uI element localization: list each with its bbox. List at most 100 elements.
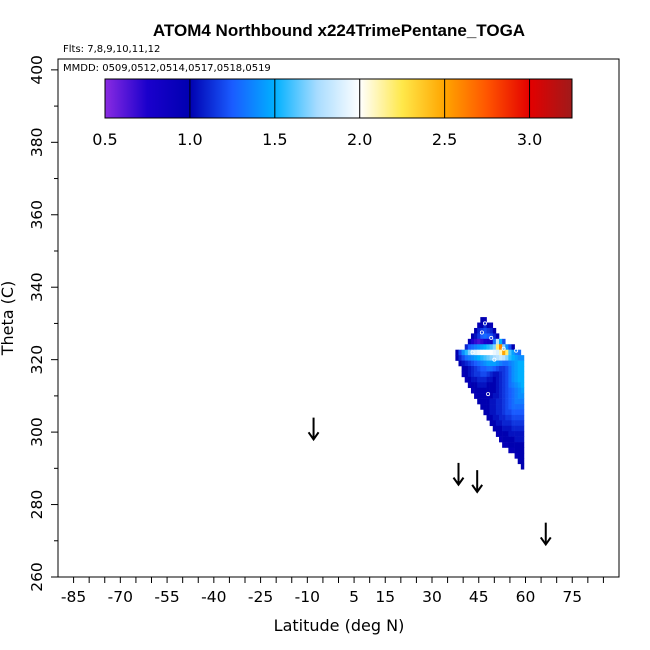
heatmap-cell [499,366,503,372]
heatmap-cell [489,382,494,389]
heatmap-cell [489,376,494,383]
heatmap-cell [517,371,522,378]
heatmap-cell [514,414,519,421]
heatmap-cell [502,371,506,378]
colorbar-tick-label: 1.5 [262,130,287,149]
heatmap-cell [514,387,519,394]
heatmap-cell [464,355,469,361]
heatmap-cell [511,344,515,350]
heatmap-cell [486,404,490,410]
heatmap-cell [511,393,515,399]
heatmap-cell [517,382,522,389]
heatmap-cell [489,327,494,334]
y-tick-label: 400 [28,55,46,85]
heatmap-cell [480,387,484,394]
heatmap-cell [517,404,522,410]
heatmap-cell [499,393,503,399]
heatmap-cell [514,442,519,448]
heatmap-cell [486,338,490,345]
heatmap-cell [508,436,512,443]
heatmap-cell [520,393,525,399]
heatmap-cell [470,366,475,372]
heatmap-cell [517,409,522,416]
heatmap-cell [505,431,509,437]
heatmap-cell [492,404,497,410]
heatmap-cell [520,420,525,427]
heatmap-cell [502,376,506,383]
heatmap-cell [520,382,525,389]
heatmap-cell [511,398,515,405]
heatmap-cell [505,360,509,367]
heatmap-cell [505,442,509,448]
heatmap-cell [464,366,469,372]
heatmap-cell [499,398,503,405]
heatmap-cell [514,409,519,416]
heatmap-cell [483,344,487,350]
heatmap-cell [520,436,525,443]
heatmap-cell [520,355,525,361]
heatmap-cell [480,317,484,323]
heatmap-cell [511,349,515,356]
heatmap-cell [483,382,487,389]
heatmap-cell [470,387,475,394]
colorbar-tick-label: 1.0 [177,130,202,149]
heatmap-cell [489,393,494,399]
heatmap-cell [480,404,484,410]
heatmap-cell [505,436,509,443]
heatmap-cell [492,360,497,367]
heatmap-cell [477,322,481,329]
heatmap-cell [458,355,462,361]
heatmap-cell [474,393,478,399]
heatmap-cell [511,371,515,378]
heatmap-cell [499,404,503,410]
heatmap-cell [520,376,525,383]
heatmap-cell [464,344,469,350]
heatmap-cell [511,366,515,372]
heatmap-cell [489,322,494,329]
heatmap-cell [517,431,522,437]
heatmap-cell [467,349,472,356]
chart-title: ATOM4 Northbound x224TrimePentane_TOGA [153,21,525,40]
heatmap-cell [514,360,519,367]
heatmap-cell [514,393,519,399]
heatmap-cell [502,355,506,361]
heatmap-cell [486,355,490,361]
heatmap-cell [480,333,484,340]
heatmap-cell [502,436,506,443]
heatmap-cell [502,420,506,427]
heatmap-cell [483,409,487,416]
heatmap-cell [486,366,490,372]
x-tick-label: 5 [349,588,359,606]
heatmap-cell [511,431,515,437]
heatmap-cell [514,404,519,410]
x-tick-label: 60 [516,588,536,606]
heatmap-cell [514,371,519,378]
heatmap-cell [492,371,497,378]
x-tick-label: 30 [422,588,442,606]
heatmap-cell [474,382,478,389]
heatmap-cell [495,393,500,399]
heatmap-cell [480,398,484,405]
heatmap-cell [495,349,500,356]
heatmap-cell [477,360,481,367]
heatmap-cell [495,333,500,340]
heatmap-cell [505,404,509,410]
heatmap-cell [483,376,487,383]
heatmap-cell [502,431,506,437]
heatmap-cell [508,404,512,410]
sample-point [492,357,497,362]
heatmap-cell [492,409,497,416]
heatmap-cell [505,387,509,394]
down-arrow-head [307,431,320,442]
heatmap-cell [514,398,519,405]
mmdd-text: MMDD: 0509,0512,0514,0517,0518,0519 [63,63,271,74]
x-tick-label: -10 [295,588,320,606]
heatmap-cell [489,338,494,345]
x-tick-label: 15 [375,588,395,606]
heatmap-cell [508,360,512,367]
x-axis: -85 -70 -55 -40 -25 -10 5 15 30 45 60 75 [61,577,604,606]
heatmap-cell [495,371,500,378]
heatmap-cell [492,393,497,399]
heatmap-cell [508,442,512,448]
